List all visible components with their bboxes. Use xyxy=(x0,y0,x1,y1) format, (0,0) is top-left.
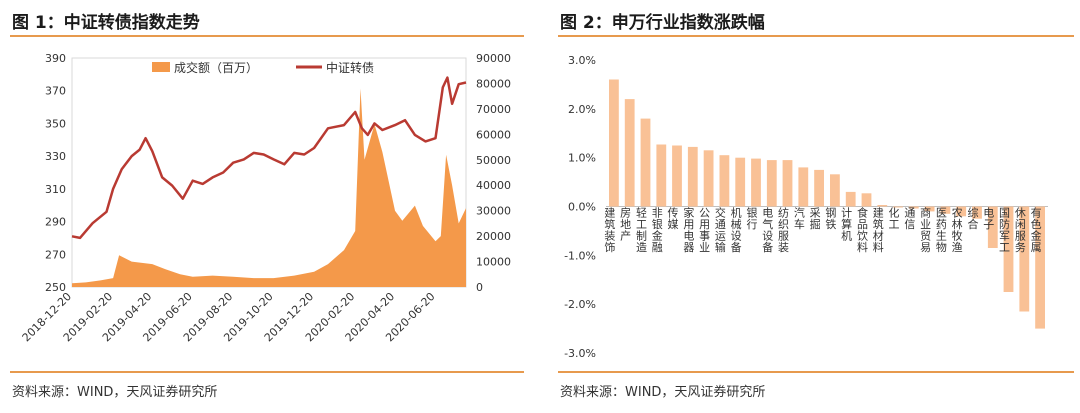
category-label: 银行 xyxy=(746,206,757,232)
category-label: 公用事业 xyxy=(699,207,710,255)
bar xyxy=(798,167,809,207)
y-left-tick-label: 330 xyxy=(45,150,66,163)
bar xyxy=(1003,206,1014,292)
category-label: 有色金属 xyxy=(1031,206,1042,255)
bar xyxy=(703,150,714,207)
index-line xyxy=(71,76,467,240)
y-left-tick-label: 290 xyxy=(45,216,66,229)
category-label: 家用电器 xyxy=(683,206,694,255)
left-chart-title: 图 1：中证转债指数走势 xyxy=(12,13,200,33)
bar xyxy=(1019,206,1030,312)
bar xyxy=(956,206,967,217)
y-left-tick-label: 350 xyxy=(45,117,66,130)
category-label: 传媒 xyxy=(668,207,679,232)
category-label: 化工 xyxy=(889,206,900,232)
category-label: 建筑材料 xyxy=(873,206,884,255)
right-source-rule xyxy=(558,371,1074,373)
category-label: 休闲服务 xyxy=(1015,207,1026,255)
bar xyxy=(924,206,935,212)
y-tick-label: 1.0% xyxy=(568,152,596,165)
y-right-tick-label: 90000 xyxy=(476,52,511,65)
bar xyxy=(735,157,746,207)
left-source-rule xyxy=(10,371,524,373)
category-label: 非银金融 xyxy=(652,207,663,255)
bar xyxy=(624,99,635,207)
category-label: 建筑装饰 xyxy=(604,206,615,255)
y-right-tick-label: 40000 xyxy=(476,179,511,192)
bar xyxy=(845,191,856,207)
bar xyxy=(877,205,888,207)
volume-area xyxy=(72,88,466,287)
bar xyxy=(640,118,651,207)
y-right-tick-label: 50000 xyxy=(476,154,511,167)
y-tick-label: -3.0% xyxy=(564,347,596,360)
left-panel: 图 1：中证转债指数走势 250 270 290 310 330 350 370 390 0 10… xyxy=(0,0,530,413)
industry-returns-chart: 3.0% 2.0% 1.0% 0.0% -1.0% -2.0% -3.0% 建筑装饰房地产轻工… xyxy=(564,54,1048,360)
category-label: 通信 xyxy=(904,207,915,232)
y-right-tick-label: 20000 xyxy=(476,230,511,243)
y-right-tick-label: 60000 xyxy=(476,128,511,141)
category-label: 交通运输 xyxy=(715,206,726,255)
y-tick-label: -2.0% xyxy=(564,298,596,311)
y-right-tick-label: 10000 xyxy=(476,256,511,269)
y-left-tick-label: 370 xyxy=(45,85,66,98)
legend-label-index: 中证转债 xyxy=(326,60,374,75)
left-source-note: 资料来源：WIND，天风证券研究所 xyxy=(12,385,218,400)
y-tick-label: 0.0% xyxy=(568,201,596,214)
right-panel: 图 2：申万行业指数涨跌幅 3.0% 2.0% 1.0% 0.0% -1.0% -2.0%… xyxy=(548,0,1080,413)
category-label: 钢铁 xyxy=(825,207,836,232)
y-left-tick-label: 390 xyxy=(45,52,66,65)
category-label: 农林牧渔 xyxy=(952,206,963,255)
y-left-tick-label: 270 xyxy=(45,248,66,261)
category-label: 电子 xyxy=(983,207,994,232)
bar xyxy=(893,206,903,208)
bar xyxy=(830,174,840,207)
left-title-rule xyxy=(10,35,524,37)
legend-swatch-volume xyxy=(152,62,170,72)
y-tick-label: 3.0% xyxy=(568,54,596,67)
right-chart-title: 图 2：申万行业指数涨跌幅 xyxy=(560,13,765,33)
category-label: 综合 xyxy=(967,206,978,232)
y-right-tick-label: 30000 xyxy=(476,205,511,218)
bar xyxy=(987,206,998,248)
bar xyxy=(656,144,667,207)
bar xyxy=(672,145,682,207)
bar xyxy=(782,160,793,207)
bar xyxy=(972,206,982,219)
bar xyxy=(719,155,730,207)
bar xyxy=(940,206,951,214)
category-label: 汽车 xyxy=(794,206,805,232)
category-label: 计算机 xyxy=(841,207,852,243)
category-label: 房地产 xyxy=(620,207,631,243)
bar xyxy=(751,158,761,207)
category-label: 电气设备 xyxy=(762,207,773,255)
convertible-bond-chart: 250 270 290 310 330 350 370 390 0 10000 20000 30000… xyxy=(20,52,511,344)
bar xyxy=(814,169,824,207)
right-title-rule xyxy=(558,35,1074,37)
category-label: 采掘 xyxy=(810,207,821,232)
category-label: 商业贸易 xyxy=(920,206,931,255)
bar xyxy=(861,193,872,207)
bar xyxy=(609,79,619,207)
category-label: 国防军工 xyxy=(999,207,1010,255)
bar xyxy=(1035,206,1045,329)
category-label: 纺织服装 xyxy=(778,206,789,255)
category-label: 机械设备 xyxy=(731,206,742,255)
y-left-tick-label: 250 xyxy=(45,281,66,294)
bar xyxy=(687,146,698,207)
y-tick-label: -1.0% xyxy=(564,249,596,262)
category-label: 轻工制造 xyxy=(636,206,647,255)
bar xyxy=(766,160,777,207)
y-right-tick-label: 70000 xyxy=(476,103,511,116)
category-label: 食品饮料 xyxy=(857,206,868,255)
y-left-tick-label: 310 xyxy=(45,183,66,196)
legend-label-volume: 成交额（百万） xyxy=(174,60,258,75)
right-source-note: 资料来源：WIND，天风证券研究所 xyxy=(560,385,766,400)
y-right-tick-label: 80000 xyxy=(476,77,511,90)
bar xyxy=(908,206,919,209)
category-label: 医药生物 xyxy=(936,207,947,255)
y-right-tick-label: 0 xyxy=(476,281,483,294)
y-tick-label: 2.0% xyxy=(568,103,596,116)
